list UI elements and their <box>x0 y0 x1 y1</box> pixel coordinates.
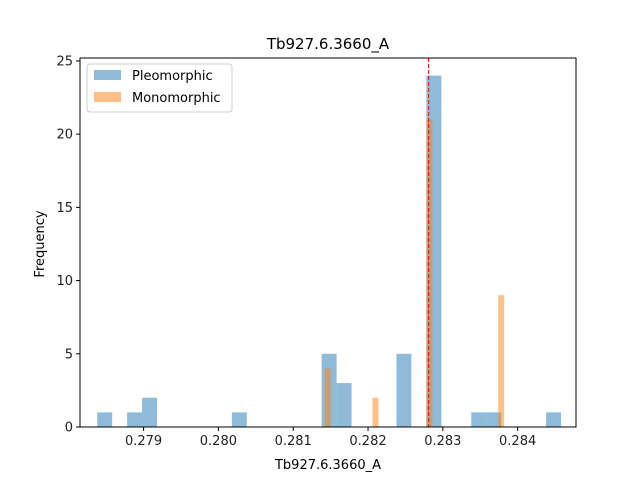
bars-layer <box>97 75 562 427</box>
bar-pleomorphic-3 <box>231 412 247 427</box>
chart-title: Tb927.6.3660_A <box>266 35 390 54</box>
x-tick-label: 0.281 <box>275 434 312 449</box>
y-tick-label: 25 <box>56 54 73 69</box>
legend-box <box>86 63 233 113</box>
legend-label-pleomorphic: Pleomorphic <box>132 69 213 84</box>
bar-pleomorphic-2 <box>142 397 158 427</box>
bar-pleomorphic-10 <box>546 412 562 427</box>
bar-pleomorphic-8 <box>471 412 487 427</box>
y-axis-label: Frequency <box>33 210 48 277</box>
legend-swatch-pleomorphic <box>94 70 121 80</box>
bar-monomorphic-2 <box>426 119 433 427</box>
bar-monomorphic-1 <box>372 397 379 427</box>
bar-pleomorphic-1 <box>127 412 143 427</box>
bar-monomorphic-0 <box>324 368 331 427</box>
bar-pleomorphic-0 <box>97 412 113 427</box>
x-tick-label: 0.283 <box>424 434 461 449</box>
y-tick-label: 0 <box>65 421 73 436</box>
y-tick-label: 15 <box>56 201 73 216</box>
legend: Pleomorphic Monomorphic <box>86 63 233 113</box>
x-tick-label: 0.280 <box>200 434 237 449</box>
x-tick-label: 0.279 <box>125 434 162 449</box>
axes-frame <box>79 57 577 428</box>
x-tick-label: 0.284 <box>499 434 536 449</box>
y-tick-label: 20 <box>56 128 73 143</box>
legend-label-monomorphic: Monomorphic <box>132 91 221 106</box>
bar-pleomorphic-6 <box>396 353 412 427</box>
x-axis-ticks: 0.279 0.280 0.281 0.282 0.283 0.284 <box>125 427 536 449</box>
y-tick-label: 10 <box>56 274 73 289</box>
bar-pleomorphic-9 <box>486 412 502 427</box>
y-tick-label: 5 <box>65 347 73 362</box>
bar-monomorphic-3 <box>498 295 505 427</box>
bar-pleomorphic-5 <box>336 383 352 427</box>
x-axis-label: Tb927.6.3660_A <box>274 458 381 473</box>
y-axis-ticks: 0 5 10 15 20 25 <box>56 54 80 436</box>
x-tick-label: 0.282 <box>349 434 386 449</box>
legend-swatch-monomorphic <box>94 92 121 102</box>
